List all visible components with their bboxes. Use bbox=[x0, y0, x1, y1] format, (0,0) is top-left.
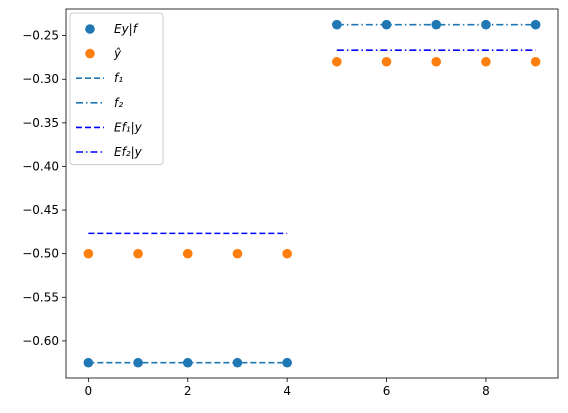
legend-label: f₁ bbox=[114, 71, 123, 85]
data-point-series1-7 bbox=[431, 56, 442, 67]
plot-marks bbox=[83, 19, 541, 368]
data-point-series0-8 bbox=[481, 19, 491, 30]
data-point-series0-0 bbox=[83, 357, 94, 368]
data-point-series1-3 bbox=[232, 248, 243, 259]
x-tick-label: 8 bbox=[482, 384, 490, 398]
data-point-series1-5 bbox=[332, 56, 342, 67]
y-tick-label: −0.40 bbox=[22, 159, 59, 173]
data-point-series0-2 bbox=[182, 357, 193, 368]
y-tick-label: −0.60 bbox=[22, 334, 59, 348]
legend-label: Ef₂|y bbox=[114, 145, 143, 159]
legend-label: Ef₁|y bbox=[114, 120, 143, 134]
legend: Ey|f ŷ f₁ f₂ Ef₁|y Ef₂|y bbox=[69, 12, 164, 166]
y-tick-label: −0.45 bbox=[22, 203, 59, 217]
y-tick-label: −0.25 bbox=[22, 29, 59, 43]
data-point-series0-1 bbox=[133, 357, 143, 368]
x-tick-label: 0 bbox=[85, 384, 93, 398]
data-point-series0-4 bbox=[282, 357, 292, 368]
data-point-series1-8 bbox=[481, 56, 491, 67]
y-tick-label: −0.30 bbox=[22, 72, 59, 86]
data-point-series0-5 bbox=[332, 19, 342, 30]
data-point-series0-6 bbox=[381, 19, 392, 30]
x-tick-label: 6 bbox=[383, 384, 391, 398]
data-point-series1-1 bbox=[133, 248, 143, 259]
x-tick-label: 4 bbox=[283, 384, 291, 398]
y-tick-label: −0.50 bbox=[22, 247, 59, 261]
axis-ticks: 0 2 4 6 8 −0.60 −0.55 −0.50 −0.45 −0.40 −0.35 −0.30… bbox=[22, 29, 490, 398]
data-point-series0-3 bbox=[232, 357, 243, 368]
legend-label: Ey|f bbox=[114, 22, 139, 36]
legend-marker-dot bbox=[85, 24, 95, 34]
data-point-series1-6 bbox=[381, 56, 392, 67]
axes-frame bbox=[65, 8, 559, 379]
x-tick-label: 2 bbox=[184, 384, 192, 398]
y-tick-label: −0.55 bbox=[22, 290, 59, 304]
legend-label: ŷ bbox=[113, 47, 122, 61]
data-point-series0-9 bbox=[530, 19, 541, 30]
data-point-series0-7 bbox=[431, 19, 442, 30]
legend-marker-dot bbox=[85, 48, 95, 59]
data-point-series1-2 bbox=[182, 248, 193, 259]
data-point-series1-9 bbox=[530, 56, 541, 67]
data-point-series1-4 bbox=[282, 248, 292, 259]
y-tick-label: −0.35 bbox=[22, 116, 59, 130]
data-point-series1-0 bbox=[83, 248, 94, 259]
legend-label: f₂ bbox=[114, 96, 123, 110]
